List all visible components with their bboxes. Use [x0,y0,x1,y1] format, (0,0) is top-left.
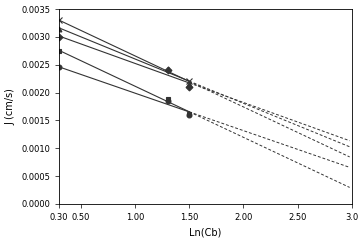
Y-axis label: J (cm/s): J (cm/s) [5,88,16,125]
X-axis label: Ln(Cb): Ln(Cb) [189,227,222,237]
